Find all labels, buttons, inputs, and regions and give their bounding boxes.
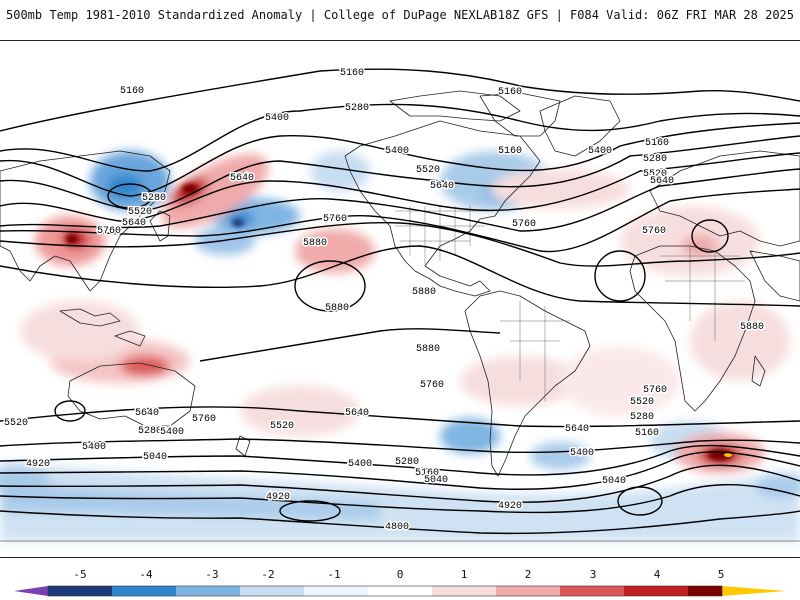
contour-label: 5400 <box>348 459 372 470</box>
contour-label: 5640 <box>135 408 159 419</box>
contour-label: 4920 <box>26 459 50 470</box>
contour-label: 5160 <box>498 87 522 98</box>
contour-label: 5760 <box>323 214 347 225</box>
colorbar-swatch <box>176 586 240 596</box>
contour-label: 5520 <box>416 165 440 176</box>
colorbar-tick-label: 3 <box>589 568 597 581</box>
contour-label: 5760 <box>97 226 121 237</box>
contour-label: 5160 <box>120 86 144 97</box>
colorbar-swatch <box>624 586 688 596</box>
contour-label: 5520 <box>4 418 28 429</box>
colorbar-tick-label: 0 <box>396 568 404 581</box>
colorbar-swatches <box>14 585 786 597</box>
contour-label: 5760 <box>192 414 216 425</box>
contour-label: 5520 <box>128 207 152 218</box>
contour-label: 4920 <box>266 492 290 503</box>
extreme-warm-spot <box>724 453 732 457</box>
contour-label: 5760 <box>420 380 444 391</box>
colorbar-tick-label: -3 <box>205 568 219 581</box>
contour-label: 5520 <box>643 169 667 180</box>
contour-label: 5160 <box>415 468 439 479</box>
map-panel: 5160 5160 5160 5160 5160 5160 5160 5280 … <box>0 40 800 558</box>
colorbar-tick-label: -4 <box>139 568 153 581</box>
contour-label: 4920 <box>498 501 522 512</box>
contour-label: 5280 <box>142 193 166 204</box>
contour-label: 5280 <box>395 457 419 468</box>
contour-label: 5040 <box>602 476 626 487</box>
contour-label: 5520 <box>270 421 294 432</box>
contour-label: 5160 <box>340 68 364 79</box>
colorbar-swatch <box>240 586 304 596</box>
contour-label: 5400 <box>160 427 184 438</box>
contour-label: 5880 <box>412 287 436 298</box>
contour-label: 5400 <box>570 448 594 459</box>
colorbar-swatch <box>368 586 432 596</box>
colorbar-tick-label: -1 <box>327 568 341 581</box>
contour-label: 5640 <box>650 176 674 187</box>
contour-label: 5400 <box>82 442 106 453</box>
contour-label: 5280 <box>643 154 667 165</box>
contour-label: 5400 <box>385 146 409 157</box>
contour-label: 5640 <box>565 424 589 435</box>
contour-label: 5400 <box>265 113 289 124</box>
colorbar-swatch <box>112 586 176 596</box>
contour-label: 4800 <box>385 522 409 533</box>
contour-label: 5520 <box>630 397 654 408</box>
colorbar-tick-label: 1 <box>460 568 468 581</box>
colorbar-tick-label: -2 <box>261 568 275 581</box>
model-run-info: 18Z GFS | F084 Valid: 06Z FRI MAR 28 202… <box>497 8 794 22</box>
contour-labels: 5160 5160 5160 5160 5160 5160 5160 5280 … <box>3 67 766 535</box>
colorbar-tick-label: 2 <box>524 568 532 581</box>
contour-label: 5880 <box>740 322 764 333</box>
contour-label: 5640 <box>230 173 254 184</box>
contour-label: 5760 <box>643 385 667 396</box>
contour-label: 5280 <box>630 412 654 423</box>
contour-label: 5280 <box>345 103 369 114</box>
contour-label: 5880 <box>416 344 440 355</box>
header: 500mb Temp 1981-2010 Standardized Anomal… <box>0 0 800 32</box>
colorbar-swatch <box>496 586 560 596</box>
contour-label: 5640 <box>345 408 369 419</box>
anomaly-map: 5160 5160 5160 5160 5160 5160 5160 5280 … <box>0 67 800 542</box>
contour-label: 5400 <box>588 146 612 157</box>
contour-label: 5160 <box>645 138 669 149</box>
colorbar-tick-label: 5 <box>717 568 725 581</box>
height-contours <box>0 68 800 535</box>
colorbar-swatch <box>432 586 496 596</box>
colorbar-swatch <box>688 586 722 596</box>
colorbar-tick-label: 4 <box>653 568 661 581</box>
contour-label: 5040 <box>143 452 167 463</box>
contour-label: 5760 <box>642 226 666 237</box>
colorbar-swatch <box>14 586 48 596</box>
contour-label: 5640 <box>430 181 454 192</box>
contour-label: 5160 <box>498 146 522 157</box>
contour-label: 5760 <box>512 219 536 230</box>
colorbar-tick-label: -5 <box>73 568 87 581</box>
contour-label: 5880 <box>325 303 349 314</box>
chart-title: 500mb Temp 1981-2010 Standardized Anomal… <box>6 8 498 22</box>
colorbar-ticks: -5 -4 -3 -2 -1 0 1 2 3 4 5 <box>0 568 800 582</box>
contour-label: 5280 <box>138 426 162 437</box>
contour-label: 5880 <box>303 238 327 249</box>
colorbar-swatch <box>722 586 786 596</box>
colorbar-swatch <box>560 586 624 596</box>
colorbar: -5 -4 -3 -2 -1 0 1 2 3 4 5 <box>0 568 800 600</box>
colorbar-swatch <box>48 586 112 596</box>
contour-label: 5160 <box>635 428 659 439</box>
colorbar-swatch <box>304 586 368 596</box>
contour-label: 5640 <box>122 218 146 229</box>
contour-label: 5040 <box>424 475 448 486</box>
